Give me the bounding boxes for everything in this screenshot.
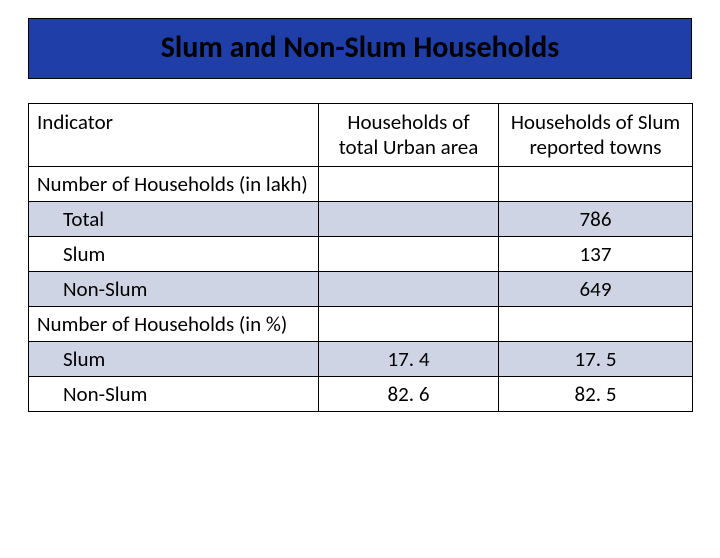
cell-indicator: Total [29, 202, 319, 237]
cell-value [319, 307, 499, 342]
col-header-households-slum-towns: Households of Slum reported towns [499, 104, 693, 167]
title-bar: Slum and Non-Slum Households [28, 18, 692, 79]
cell-value [319, 237, 499, 272]
table-header-row: Indicator Households of total Urban area… [29, 104, 693, 167]
households-table: Indicator Households of total Urban area… [28, 103, 693, 412]
cell-indicator: Slum [29, 342, 319, 377]
cell-indicator: Number of Households (in lakh) [29, 167, 319, 202]
cell-indicator: Slum [29, 237, 319, 272]
cell-indicator: Number of Households (in %) [29, 307, 319, 342]
cell-value [319, 202, 499, 237]
cell-indicator: Non-Slum [29, 377, 319, 412]
col-header-households-urban: Households of total Urban area [319, 104, 499, 167]
cell-value [499, 307, 693, 342]
col-header-indicator: Indicator [29, 104, 319, 167]
table-row: Slum 137 [29, 237, 693, 272]
cell-value: 137 [499, 237, 693, 272]
cell-value [319, 272, 499, 307]
cell-value: 786 [499, 202, 693, 237]
cell-value: 17. 4 [319, 342, 499, 377]
table-row: Total 786 [29, 202, 693, 237]
cell-value [499, 167, 693, 202]
page-title: Slum and Non-Slum Households [29, 29, 691, 66]
table-row: Number of Households (in lakh) [29, 167, 693, 202]
table-row: Non-Slum 82. 6 82. 5 [29, 377, 693, 412]
cell-indicator: Non-Slum [29, 272, 319, 307]
table-row: Slum 17. 4 17. 5 [29, 342, 693, 377]
cell-value [319, 167, 499, 202]
table-row: Non-Slum 649 [29, 272, 693, 307]
cell-value: 82. 5 [499, 377, 693, 412]
cell-value: 17. 5 [499, 342, 693, 377]
cell-value: 649 [499, 272, 693, 307]
table-row: Number of Households (in %) [29, 307, 693, 342]
cell-value: 82. 6 [319, 377, 499, 412]
